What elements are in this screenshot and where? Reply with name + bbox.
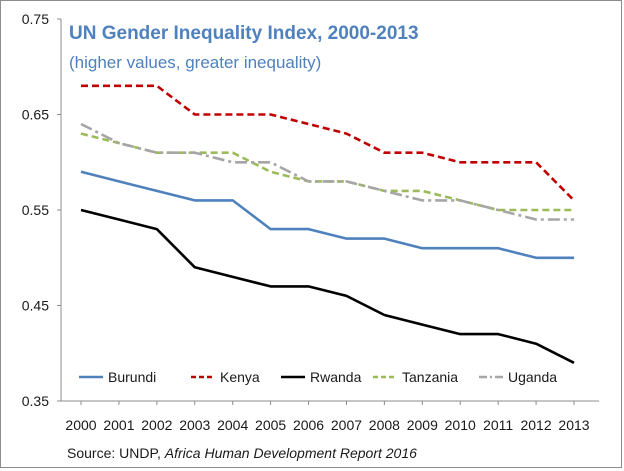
source-report-title: Africa Human Development Report 2016 bbox=[164, 445, 417, 461]
legend-label-burundi: Burundi bbox=[108, 369, 156, 385]
x-tick-label: 2003 bbox=[179, 417, 210, 433]
y-tick-label: 0.65 bbox=[22, 107, 49, 123]
x-tick-label: 2008 bbox=[369, 417, 400, 433]
series-lines bbox=[80, 84, 575, 364]
chart-subtitle: (higher values, greater inequality) bbox=[69, 53, 321, 72]
series-line-burundi bbox=[80, 170, 574, 260]
legend-label-tanzania: Tanzania bbox=[402, 369, 458, 385]
legend: Burundi Kenya Rwanda Tanzania Uganda bbox=[79, 369, 557, 385]
series-line-kenya bbox=[81, 84, 575, 202]
series-line-tanzania bbox=[80, 132, 574, 212]
y-tick-label: 0.75 bbox=[22, 11, 49, 27]
x-tick-label: 2005 bbox=[255, 417, 286, 433]
source-note: Source: UNDP, Africa Human Development R… bbox=[67, 445, 417, 461]
series-line-rwanda bbox=[80, 208, 575, 364]
x-tick-label: 2007 bbox=[331, 417, 362, 433]
x-tick-label: 2009 bbox=[407, 417, 438, 433]
y-tick-labels: 0.35 0.45 0.55 0.65 0.75 bbox=[22, 11, 61, 409]
y-tick-label: 0.45 bbox=[22, 298, 49, 314]
x-tick-label: 2012 bbox=[520, 417, 551, 433]
x-tick-label: 2011 bbox=[483, 417, 513, 433]
x-tick-label: 2001 bbox=[103, 417, 134, 433]
legend-label-rwanda: Rwanda bbox=[310, 369, 362, 385]
y-tick-label: 0.35 bbox=[22, 393, 49, 409]
x-tick-labels: 2000 2001 2002 2003 2004 2005 2006 2007 2008 2009… bbox=[65, 401, 590, 433]
x-tick-label: 2010 bbox=[445, 417, 476, 433]
legend-label-kenya: Kenya bbox=[220, 369, 260, 385]
y-tick-label: 0.55 bbox=[22, 202, 49, 218]
x-tick-label: 2013 bbox=[558, 417, 589, 433]
series-line-uganda bbox=[80, 122, 574, 221]
chart-title: UN Gender Inequality Index, 2000-2013 bbox=[69, 23, 419, 44]
axes bbox=[60, 19, 599, 402]
source-prefix: Source: UNDP, bbox=[67, 445, 165, 461]
legend-label-uganda: Uganda bbox=[508, 369, 557, 385]
x-tick-label: 2006 bbox=[293, 417, 324, 433]
x-tick-label: 2000 bbox=[65, 417, 96, 433]
x-tick-label: 2004 bbox=[217, 417, 248, 433]
x-tick-label: 2002 bbox=[141, 417, 172, 433]
